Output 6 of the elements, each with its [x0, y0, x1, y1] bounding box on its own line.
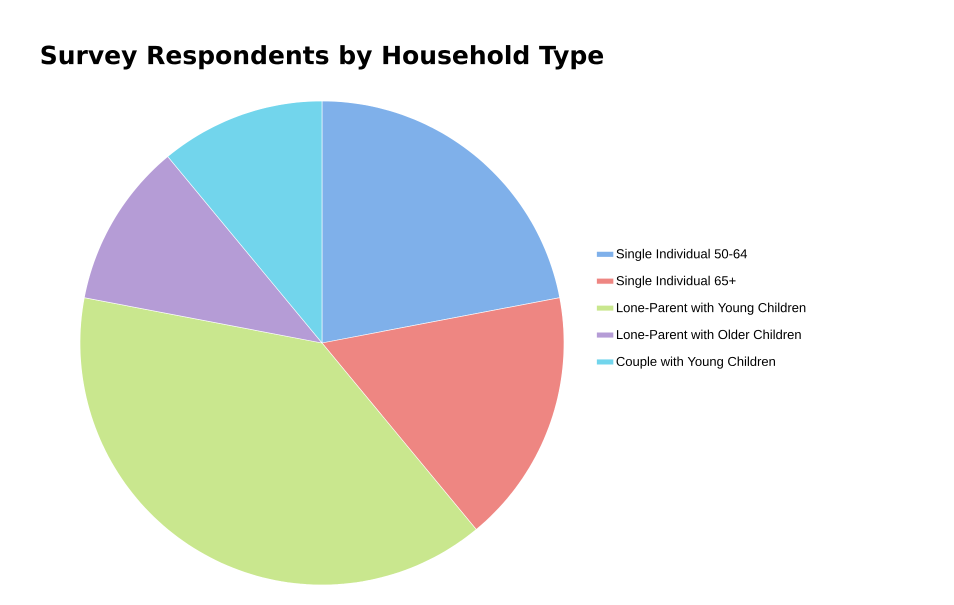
legend-label: Lone-Parent with Older Children: [616, 330, 801, 340]
legend-label: Single Individual 65+: [616, 276, 736, 288]
legend-label: Single Individual 50-64: [616, 248, 748, 261]
chart-title: Survey Respondents by Household Type: [42, 45, 604, 70]
legend-label: Lone-Parent with Young Children: [616, 302, 806, 315]
legend-label: Couple with Young Children: [616, 356, 775, 369]
